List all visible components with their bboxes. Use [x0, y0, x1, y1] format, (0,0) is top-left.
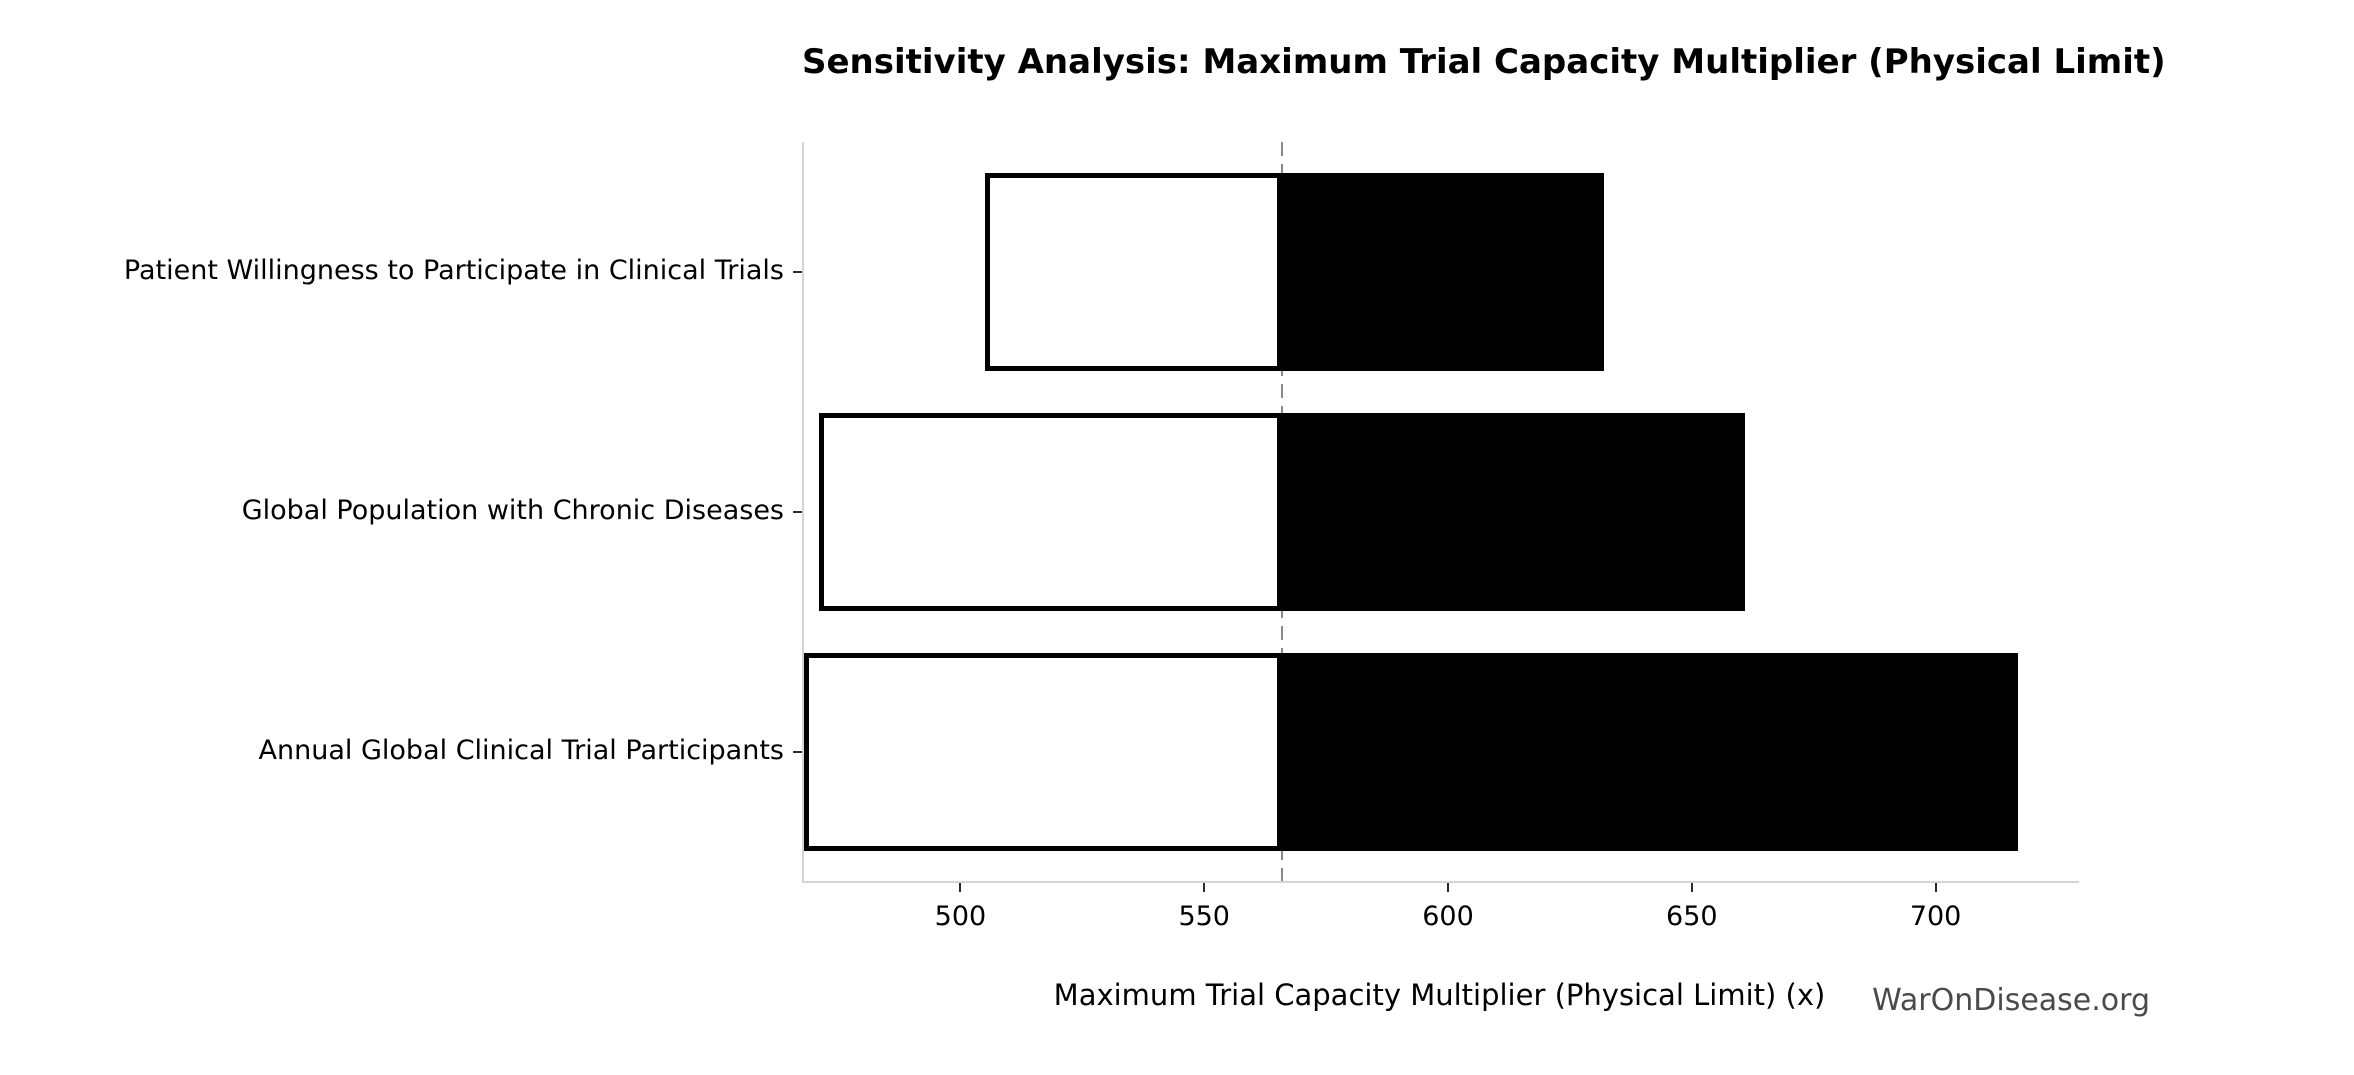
chart-title: Sensitivity Analysis: Maximum Trial Capa…	[802, 42, 2166, 82]
watermark-text: WarOnDisease.org	[1872, 983, 2150, 1018]
x-tick-label: 550	[1178, 901, 1230, 932]
y-axis-category-label: Annual Global Clinical Trial Participant…	[258, 735, 784, 766]
x-tick-label: 650	[1666, 901, 1718, 932]
bar-high-segment	[1282, 653, 2019, 851]
x-tick-mark	[1203, 883, 1206, 892]
bar-high-segment	[1282, 413, 1746, 611]
x-tick-mark	[1690, 883, 1693, 892]
x-tick-mark	[959, 883, 962, 892]
x-axis-label: Maximum Trial Capacity Multiplier (Physi…	[1053, 978, 1826, 1012]
bar-low-segment	[984, 173, 1283, 371]
bar-low-segment	[804, 653, 1283, 851]
bar-high-segment	[1282, 173, 1605, 371]
x-tick-mark	[1934, 883, 1937, 892]
x-tick-mark	[1447, 883, 1450, 892]
x-tick-label: 500	[934, 901, 987, 932]
y-tick-mark	[793, 511, 802, 513]
y-tick-mark	[793, 751, 802, 753]
x-tick-label: 700	[1909, 901, 1962, 932]
y-axis-category-label: Patient Willingness to Participate in Cl…	[123, 255, 784, 286]
bar-low-segment	[819, 413, 1283, 611]
x-tick-label: 600	[1422, 901, 1474, 932]
y-axis-category-label: Global Population with Chronic Diseases	[241, 495, 784, 526]
y-tick-mark	[793, 271, 802, 273]
plot-area	[802, 142, 2079, 883]
